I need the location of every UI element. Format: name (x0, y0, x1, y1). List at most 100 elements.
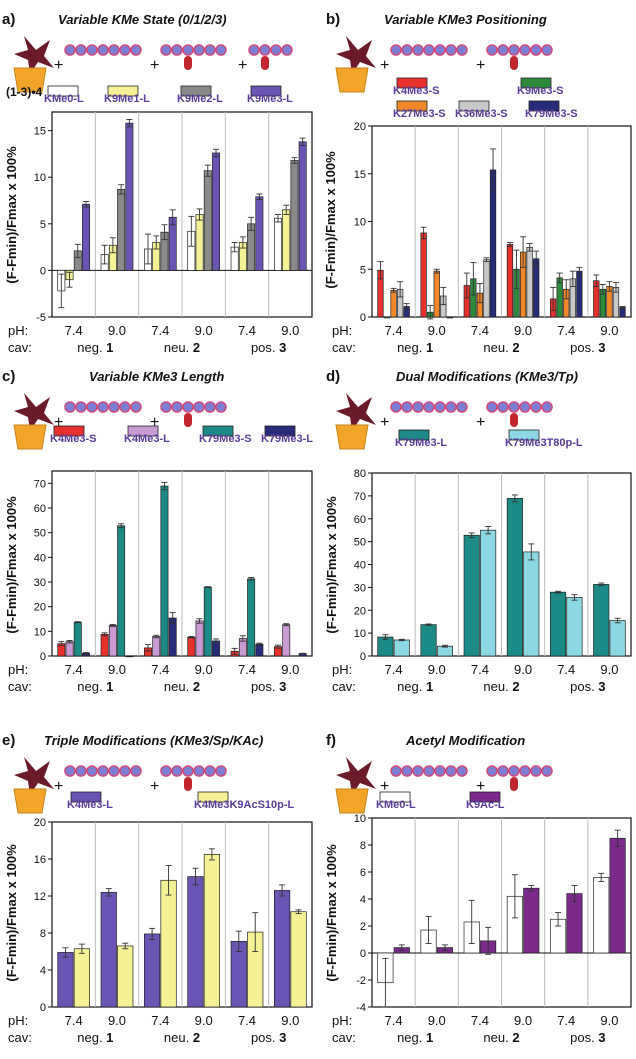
plus-sign: + (150, 778, 159, 795)
legend-label: K27Me3-S (393, 108, 446, 120)
legend-swatch (528, 100, 560, 112)
bar (73, 948, 90, 1008)
peptide-bead-icon (497, 401, 509, 413)
ph-value-label: 9.0 (281, 1013, 299, 1028)
y-tick-label: 16 (34, 854, 46, 866)
y-tick-label: 10 (354, 813, 366, 825)
ph-value-label: 9.0 (195, 662, 213, 677)
y-tick-label: 20 (34, 817, 46, 829)
y-tick-label: 70 (34, 478, 46, 490)
ph-value-label: 7.4 (557, 1013, 575, 1028)
peptide-bead-icon (160, 44, 172, 56)
bar (100, 633, 109, 657)
cav-row-label: cav: (332, 679, 356, 694)
bar (203, 170, 212, 271)
y-tick-label: 8 (40, 928, 46, 940)
cav-group-label: neu. 2 (164, 1030, 200, 1045)
peptide-bead-icon (64, 401, 76, 413)
y-tick-label: 0 (40, 265, 46, 277)
panel-letter: f) (326, 732, 336, 749)
y-tick-label: 20 (354, 121, 366, 133)
cav-row-label: cav: (332, 340, 356, 355)
peptide-bead-icon (486, 44, 498, 56)
peptide-bead-icon (130, 44, 142, 56)
peptide-bead-icon (75, 401, 87, 413)
bar (282, 624, 291, 657)
methyl-lysine-icon (184, 777, 192, 791)
panel-letter: c) (2, 368, 15, 385)
peptide-bead-icon (64, 44, 76, 56)
y-tick-label: 2 (360, 921, 366, 933)
legend-label: K79Me3-S (199, 433, 252, 445)
y-tick-label: 15 (34, 126, 46, 138)
legend-label: K9Me1-L (104, 93, 150, 105)
peptide-bead-icon (530, 44, 542, 56)
host-cup-icon (335, 788, 369, 814)
cav-group-label: pos. 3 (570, 679, 605, 694)
receptor-star-icon (14, 393, 54, 431)
legend-label: K9Me2-L (177, 93, 223, 105)
ph-value-label: 7.4 (151, 662, 169, 677)
legend-label: K79Me3-L (395, 437, 447, 449)
plus-sign: + (380, 57, 389, 74)
bar (160, 879, 177, 1008)
y-tick-label: 12 (34, 891, 46, 903)
ph-value-label: 9.0 (195, 323, 213, 338)
plus-sign: + (54, 778, 63, 795)
peptide-bead-icon (130, 765, 142, 777)
legend-label: K79Me3-L (261, 433, 313, 445)
chart-title: Triple Modifications (KMe3/Sp/KAc) (44, 733, 263, 748)
ph-value-label: 9.0 (428, 662, 446, 677)
ph-value-label: 9.0 (281, 323, 299, 338)
peptide-bead-icon (541, 765, 553, 777)
y-tick-label: 10 (354, 628, 366, 640)
peptide-bead-icon (204, 401, 216, 413)
legend-swatch (458, 100, 490, 112)
cav-group-label: neg. 1 (77, 679, 113, 694)
peptide-bead-icon (171, 765, 183, 777)
ph-value-label: 7.4 (65, 323, 83, 338)
bar (160, 485, 169, 657)
y-tick-label: 0 (40, 1002, 46, 1014)
peptide-bead-icon (423, 765, 435, 777)
ph-row-label: pH: (8, 323, 28, 338)
plus-sign: + (238, 57, 247, 74)
receptor-star-icon (336, 36, 376, 74)
bar (255, 643, 264, 657)
methyl-lysine-icon (261, 56, 269, 70)
panel-letter: b) (326, 11, 340, 28)
y-tick-label: 30 (354, 582, 366, 594)
legend-swatch (53, 425, 85, 437)
peptide-bead-icon (434, 44, 446, 56)
peptide-bead-icon (119, 765, 131, 777)
bar (57, 952, 74, 1008)
bar (393, 639, 410, 657)
bar (144, 933, 161, 1008)
cav-group-label: pos. 3 (251, 1030, 286, 1045)
chart-title: Dual Modifications (KMe3/Tp) (396, 369, 578, 384)
ph-value-label: 9.0 (600, 323, 618, 338)
peptide-bead-icon (508, 765, 520, 777)
ph-value-label: 9.0 (514, 323, 532, 338)
peptide-bead-icon (401, 44, 413, 56)
bar (82, 203, 90, 271)
bar (593, 584, 610, 657)
y-tick-label: 15 (354, 169, 366, 181)
bar (523, 887, 540, 954)
ph-value-label: 9.0 (428, 323, 446, 338)
y-axis-label: (F-Fmin)/Fmax x 100% (4, 146, 19, 284)
ph-row-label: pH: (332, 662, 352, 677)
legend-label: KMe0-L (376, 799, 416, 811)
peptide-bead-icon (390, 765, 402, 777)
peptide-bead-icon (64, 765, 76, 777)
host-cup-icon (13, 788, 47, 814)
ph-value-label: 7.4 (385, 662, 403, 677)
peptide-bead-icon (423, 44, 435, 56)
legend-swatch (47, 85, 79, 97)
ph-value-label: 7.4 (65, 1013, 83, 1028)
y-tick-label: 10 (34, 626, 46, 638)
bar (526, 246, 533, 318)
peptide-bead-icon (456, 765, 468, 777)
y-tick-label: 0 (360, 312, 366, 324)
cav-group-label: neg. 1 (397, 679, 433, 694)
